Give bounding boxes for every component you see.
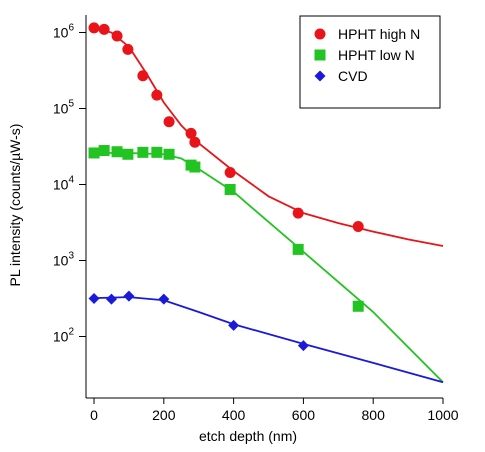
marker [88, 147, 100, 159]
marker [224, 183, 236, 195]
marker [292, 243, 304, 255]
marker [122, 43, 134, 55]
y-tick-label: 102 [53, 327, 75, 345]
y-tick-exponent: 2 [68, 327, 74, 338]
marker [228, 319, 240, 331]
fit-line [94, 296, 444, 384]
x-tick-label: 1000 [427, 407, 458, 423]
marker [151, 146, 163, 158]
y-tick-exponent: 6 [68, 23, 74, 34]
legend-label: HPHT high N [338, 26, 420, 42]
marker [98, 145, 110, 157]
marker [151, 89, 163, 101]
y-tick-label: 103 [53, 251, 75, 269]
legend-marker [314, 70, 326, 82]
x-tick-label: 400 [222, 407, 246, 423]
y-tick-base: 10 [53, 25, 69, 41]
marker [224, 166, 236, 178]
marker [189, 161, 201, 173]
legend-marker [314, 49, 326, 61]
x-axis-label: etch depth (nm) [199, 428, 297, 444]
marker [163, 148, 175, 160]
y-tick-label: 105 [53, 99, 75, 117]
marker [111, 30, 123, 42]
marker [88, 293, 100, 305]
marker [123, 290, 135, 302]
x-tick-label: 600 [292, 407, 316, 423]
x-tick-label: 0 [90, 407, 98, 423]
y-tick-exponent: 5 [68, 99, 74, 110]
marker [137, 146, 149, 158]
x-tick-label: 200 [152, 407, 176, 423]
legend-marker [314, 28, 326, 40]
legend-label: CVD [338, 68, 368, 84]
y-tick-base: 10 [53, 253, 69, 269]
y-tick-label: 106 [53, 23, 75, 41]
marker [163, 116, 175, 128]
marker [352, 221, 364, 233]
marker [292, 207, 304, 219]
marker [122, 148, 134, 160]
y-tick-base: 10 [53, 177, 69, 193]
marker [88, 22, 100, 34]
marker [137, 70, 149, 82]
marker [189, 136, 201, 148]
y-axis-label: PL intensity (counts/µW-s) [7, 124, 23, 287]
y-tick-exponent: 3 [68, 251, 74, 262]
y-tick-label: 104 [53, 175, 75, 193]
marker [105, 293, 117, 305]
marker [158, 293, 170, 305]
marker [352, 300, 364, 312]
marker [297, 340, 309, 352]
legend-label: HPHT low N [338, 47, 415, 63]
fit-line [94, 152, 444, 383]
marker [111, 146, 123, 158]
y-tick-base: 10 [53, 329, 69, 345]
marker [98, 23, 110, 35]
x-tick-label: 800 [362, 407, 386, 423]
y-tick-exponent: 4 [68, 175, 74, 186]
y-tick-base: 10 [53, 101, 69, 117]
marker [185, 127, 197, 139]
